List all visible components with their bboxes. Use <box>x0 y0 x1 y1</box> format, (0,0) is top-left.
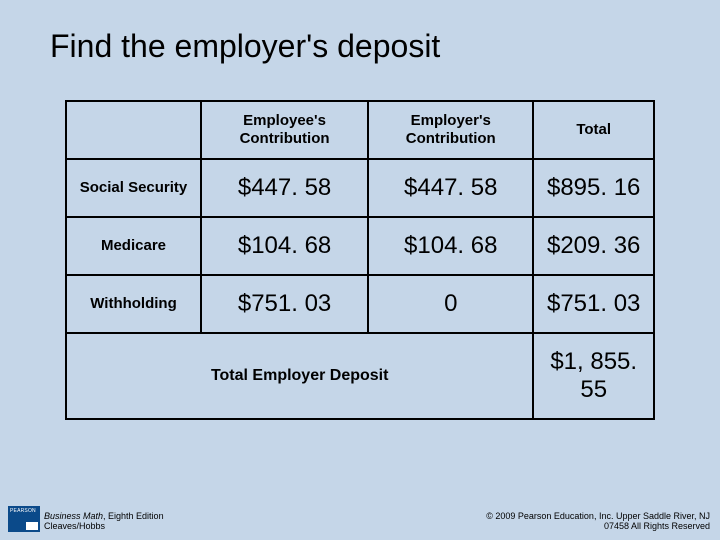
cell-value: $447. 58 <box>201 159 368 217</box>
table-row: Social Security $447. 58 $447. 58 $895. … <box>66 159 654 217</box>
table-total-row: Total Employer Deposit $1, 855. 55 <box>66 333 654 419</box>
cell-value: $895. 16 <box>533 159 654 217</box>
row-label-social-security: Social Security <box>66 159 201 217</box>
book-citation: Business Math, Eighth Edition Cleaves/Ho… <box>44 512 164 532</box>
row-label-medicare: Medicare <box>66 217 201 275</box>
page-title: Find the employer's deposit <box>0 0 720 65</box>
cell-value: $209. 36 <box>533 217 654 275</box>
cell-value: $447. 58 <box>368 159 533 217</box>
copyright-line2: 07458 All Rights Reserved <box>486 522 710 532</box>
cell-value: $751. 03 <box>533 275 654 333</box>
table-header-row: Employee's Contribution Employer's Contr… <box>66 101 654 159</box>
table-row: Withholding $751. 03 0 $751. 03 <box>66 275 654 333</box>
header-total: Total <box>533 101 654 159</box>
cell-value: $751. 03 <box>201 275 368 333</box>
book-title: Business Math <box>44 511 103 521</box>
total-value: $1, 855. 55 <box>533 333 654 419</box>
table-row: Medicare $104. 68 $104. 68 $209. 36 <box>66 217 654 275</box>
pearson-logo-icon <box>8 506 40 532</box>
cell-value: 0 <box>368 275 533 333</box>
copyright: © 2009 Pearson Education, Inc. Upper Sad… <box>486 512 710 532</box>
header-employee: Employee's Contribution <box>201 101 368 159</box>
cell-value: $104. 68 <box>368 217 533 275</box>
slide-footer: Business Math, Eighth Edition Cleaves/Ho… <box>0 506 720 532</box>
cell-value: $104. 68 <box>201 217 368 275</box>
header-employer: Employer's Contribution <box>368 101 533 159</box>
book-authors: Cleaves/Hobbs <box>44 522 164 532</box>
deposit-table-container: Employee's Contribution Employer's Contr… <box>65 100 655 420</box>
header-blank <box>66 101 201 159</box>
book-edition: , Eighth Edition <box>103 511 164 521</box>
row-label-withholding: Withholding <box>66 275 201 333</box>
footer-left: Business Math, Eighth Edition Cleaves/Ho… <box>8 506 164 532</box>
deposit-table: Employee's Contribution Employer's Contr… <box>65 100 655 420</box>
total-label: Total Employer Deposit <box>66 333 533 419</box>
